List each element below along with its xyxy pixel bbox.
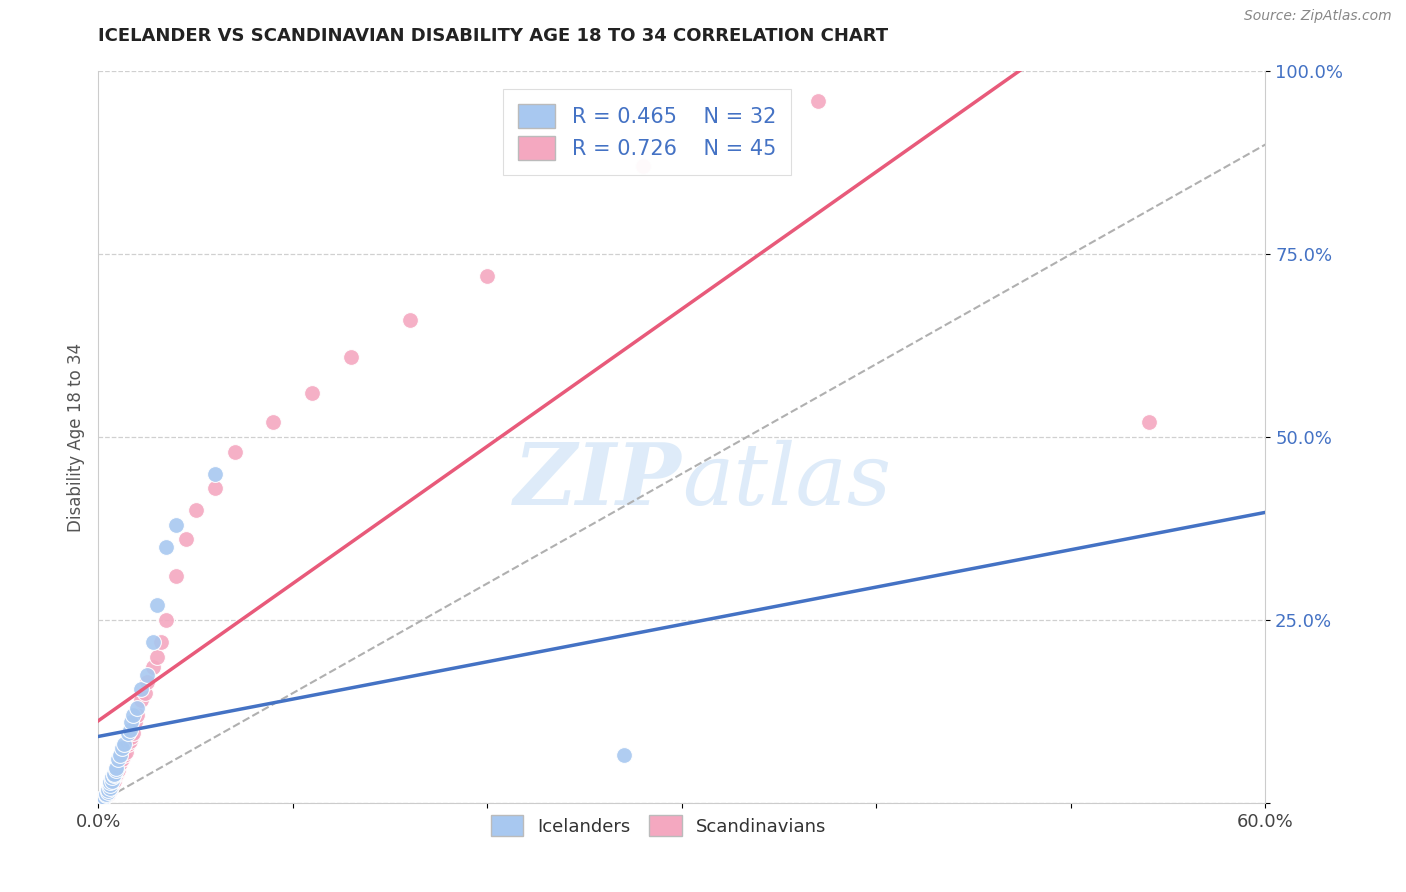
Legend: Icelanders, Scandinavians: Icelanders, Scandinavians <box>482 806 835 845</box>
Point <box>103 768 125 782</box>
Point <box>398 313 420 327</box>
Point <box>174 533 197 547</box>
Point <box>93 789 115 804</box>
Point <box>97 785 120 799</box>
Point <box>91 792 114 806</box>
Point <box>118 723 141 737</box>
Point <box>301 386 323 401</box>
Point <box>1137 416 1160 430</box>
Point <box>122 708 145 723</box>
Point <box>136 667 159 681</box>
Point <box>111 752 134 766</box>
Point <box>155 613 177 627</box>
Point <box>98 778 121 792</box>
Text: Source: ZipAtlas.com: Source: ZipAtlas.com <box>1244 9 1392 23</box>
Point <box>165 517 187 532</box>
Text: atlas: atlas <box>682 440 891 523</box>
Point <box>155 540 177 554</box>
Point <box>477 269 499 284</box>
Point <box>146 649 169 664</box>
Point <box>127 700 149 714</box>
Point <box>204 467 226 481</box>
Point <box>124 715 146 730</box>
Point <box>91 792 114 806</box>
Point <box>117 726 139 740</box>
Point <box>142 660 165 674</box>
Point <box>184 503 207 517</box>
Point <box>134 686 156 700</box>
Point <box>613 748 636 763</box>
Point <box>108 748 131 763</box>
Point <box>165 569 187 583</box>
Point <box>129 682 152 697</box>
Point <box>103 770 125 784</box>
Point <box>142 635 165 649</box>
Point <box>136 675 159 690</box>
Point <box>262 416 284 430</box>
Point <box>224 444 246 458</box>
Point <box>149 635 172 649</box>
Point <box>96 787 118 801</box>
Point <box>98 781 121 796</box>
Point <box>98 775 121 789</box>
Point <box>93 789 115 804</box>
Point <box>121 715 143 730</box>
Point <box>112 737 135 751</box>
Point <box>111 740 134 755</box>
Point <box>98 782 121 797</box>
Point <box>146 599 169 613</box>
Point <box>631 160 654 174</box>
Point <box>104 763 127 777</box>
Point <box>121 730 143 744</box>
Point <box>101 775 124 789</box>
Point <box>101 778 124 792</box>
Point <box>807 94 830 108</box>
Text: ZIP: ZIP <box>515 439 682 523</box>
Y-axis label: Disability Age 18 to 34: Disability Age 18 to 34 <box>66 343 84 532</box>
Point <box>97 787 120 801</box>
Point <box>108 756 131 770</box>
Point <box>107 763 129 777</box>
Point <box>101 770 124 784</box>
Point <box>118 733 141 747</box>
Point <box>107 759 129 773</box>
Point <box>107 752 129 766</box>
Point <box>97 785 120 799</box>
Point <box>103 766 125 780</box>
Point <box>104 768 127 782</box>
Point <box>104 761 127 775</box>
Point <box>101 773 124 788</box>
Point <box>96 789 118 803</box>
Point <box>98 780 121 794</box>
Text: ICELANDER VS SCANDINAVIAN DISABILITY AGE 18 TO 34 CORRELATION CHART: ICELANDER VS SCANDINAVIAN DISABILITY AGE… <box>98 27 889 45</box>
Point <box>97 782 120 797</box>
Point <box>104 766 127 780</box>
Point <box>204 481 226 495</box>
Point <box>96 789 118 803</box>
Point <box>112 748 135 763</box>
Point <box>117 737 139 751</box>
Point <box>127 708 149 723</box>
Point <box>114 745 136 759</box>
Point <box>340 350 363 364</box>
Point <box>103 773 125 788</box>
Point <box>129 693 152 707</box>
Point <box>122 726 145 740</box>
